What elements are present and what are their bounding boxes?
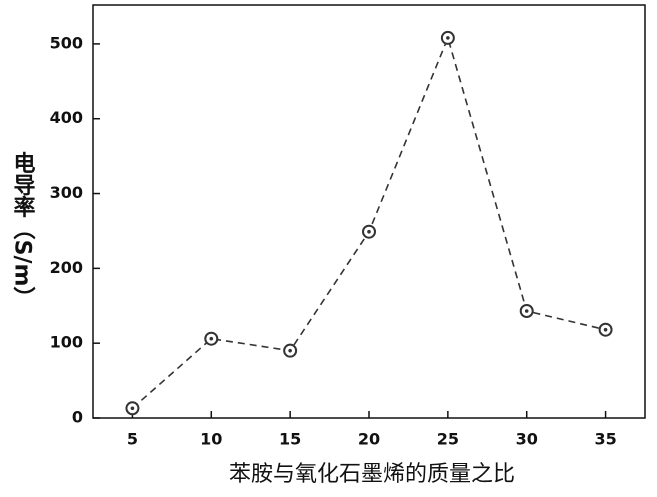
x-tick-label: 25 bbox=[437, 430, 459, 449]
x-tick-label: 20 bbox=[358, 430, 380, 449]
data-line bbox=[132, 38, 605, 408]
x-tick-label: 15 bbox=[279, 430, 301, 449]
data-point-center bbox=[288, 349, 292, 353]
y-tick-label: 500 bbox=[50, 33, 83, 52]
data-point-center bbox=[209, 337, 213, 341]
y-tick-label: 200 bbox=[50, 258, 83, 277]
data-point-center bbox=[446, 36, 450, 40]
x-axis-label: 苯胺与氧化石墨烯的质量之比 bbox=[229, 462, 515, 487]
y-tick-label: 0 bbox=[72, 408, 83, 427]
y-tick-label: 400 bbox=[50, 108, 83, 127]
data-point-center bbox=[604, 328, 608, 332]
y-axis-label: 电导率（S/m） bbox=[10, 152, 36, 309]
x-tick-label: 5 bbox=[127, 430, 138, 449]
y-tick-label: 300 bbox=[50, 183, 83, 202]
data-point-center bbox=[525, 309, 529, 313]
x-tick-label: 10 bbox=[200, 430, 222, 449]
plot-frame bbox=[93, 5, 645, 418]
x-tick-label: 30 bbox=[516, 430, 538, 449]
chart: 苯胺与氧化石墨烯的质量之比 电导率（S/m） 0 100 200 300 400 500 5… bbox=[0, 0, 657, 497]
y-tick-label: 100 bbox=[50, 333, 83, 352]
x-tick-label: 35 bbox=[594, 430, 616, 449]
data-point-center bbox=[367, 230, 371, 234]
data-point-center bbox=[131, 406, 135, 410]
